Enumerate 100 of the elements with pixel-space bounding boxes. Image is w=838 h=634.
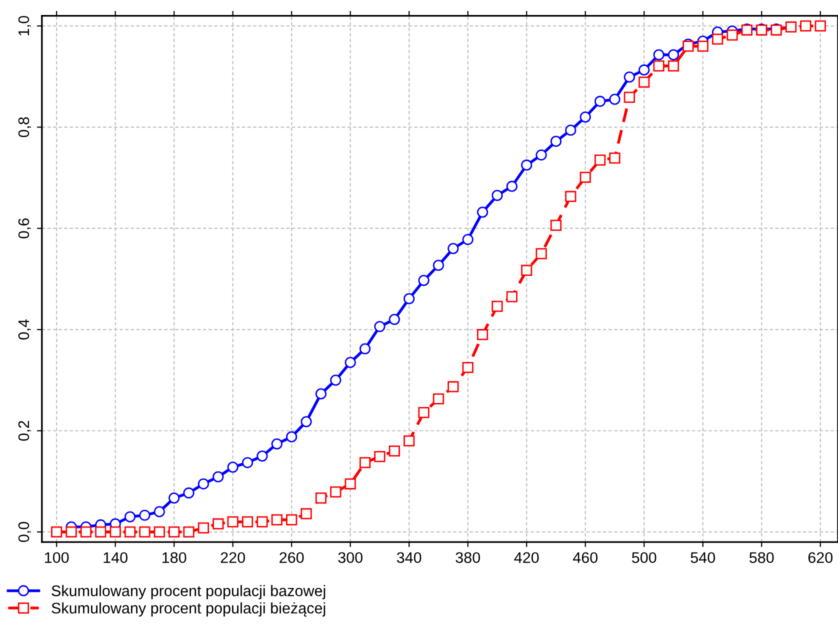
point [95,526,106,538]
point [506,180,518,192]
point [492,300,503,312]
point [653,49,664,60]
point [536,248,547,260]
point [359,343,371,354]
point [212,518,224,530]
point [462,234,474,246]
point [183,487,194,499]
y-tick-label: 0,6 [18,218,31,238]
point [227,516,238,528]
point [476,206,488,218]
x-tick-label: 380 [456,552,480,564]
point [594,96,606,107]
x-tick-label: 500 [632,552,656,564]
point [594,154,606,166]
point [432,393,444,404]
legend-label: Skumulowany procent populacji bieżącej [52,602,326,617]
point [580,172,591,183]
x-tick-label: 260 [280,552,304,564]
point [638,76,650,88]
point [344,356,356,368]
point [286,431,298,442]
legend-label: Skumulowany procent populacji bazowej [52,585,326,600]
point [139,510,150,521]
point [418,406,430,418]
point [212,471,224,482]
point [154,506,165,518]
point [300,508,312,520]
point [448,381,459,392]
point [476,329,488,340]
point [565,124,576,136]
point [492,190,503,202]
point [418,274,430,286]
point [227,462,238,473]
point [198,478,210,490]
point [638,64,650,76]
point [814,20,826,32]
point [330,486,342,498]
point [374,451,386,462]
point [550,220,562,231]
point [359,457,371,468]
point [609,152,620,164]
point [668,60,680,72]
point [242,457,254,468]
point [712,34,724,45]
point [168,526,180,538]
point [66,526,77,538]
x-tick-label: 300 [338,552,362,564]
point [404,435,415,446]
point [432,260,444,271]
point [374,320,386,332]
x-tick-label: 220 [220,552,245,564]
point [51,526,62,538]
y-tick-label: 0,2 [18,420,31,441]
point [330,374,342,386]
y-tick-label: 0,8 [18,117,31,138]
point [154,526,165,538]
point [624,72,635,83]
point [521,160,532,171]
x-tick-label: 340 [396,552,422,564]
point [697,40,708,52]
x-tick-label: 140 [104,552,128,564]
point [315,388,327,400]
point [668,49,680,60]
point [609,94,620,105]
x-tick-label: 180 [162,552,186,564]
point [242,516,254,528]
point [168,492,180,504]
point [388,314,400,325]
x-tick-label: 580 [749,552,774,564]
point [271,438,282,450]
point [580,111,591,123]
point [80,526,92,538]
point [800,20,812,32]
point [462,362,474,374]
point [139,526,150,538]
point [550,136,562,147]
point [300,416,312,428]
y-tick-label: 1,0 [18,16,31,36]
x-tick-label: 460 [572,552,598,564]
point [110,526,121,538]
y-tick-label: 0,4 [18,319,31,340]
point [506,291,518,302]
x-tick-label: 620 [808,552,833,564]
point [448,243,459,254]
x-tick-label: 100 [45,552,69,564]
point [286,514,298,526]
point [388,445,400,457]
point [565,190,576,202]
point [344,478,356,490]
point [271,514,282,526]
point [256,450,268,462]
point [521,264,532,276]
point [536,149,547,161]
point [124,511,136,522]
point [315,492,327,504]
point [198,522,210,534]
x-tick-label: 420 [514,552,539,564]
y-tick-label: 0,0 [18,522,31,542]
